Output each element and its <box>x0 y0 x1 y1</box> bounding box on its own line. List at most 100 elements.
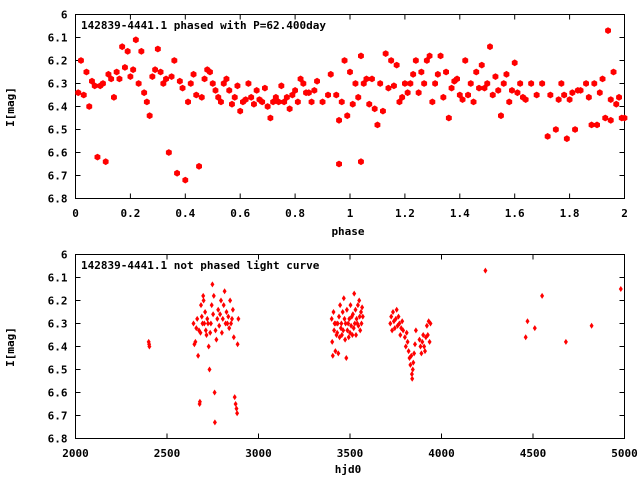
data-point <box>202 320 207 327</box>
data-point <box>509 87 515 94</box>
data-point <box>385 84 392 92</box>
data-point <box>330 352 335 359</box>
data-point <box>555 96 562 103</box>
data-point <box>342 315 347 322</box>
data-point <box>124 47 131 55</box>
data-point <box>225 320 230 327</box>
data-point <box>215 93 222 101</box>
data-point <box>523 334 528 341</box>
data-point <box>187 80 194 87</box>
data-point <box>409 352 414 359</box>
data-point <box>204 332 209 338</box>
data-point <box>522 96 529 103</box>
data-point <box>234 405 239 412</box>
data-point <box>143 98 150 106</box>
data-point <box>157 68 164 76</box>
data-point <box>236 315 241 322</box>
data-point <box>350 311 355 318</box>
data-point <box>539 80 546 87</box>
data-point <box>532 325 537 332</box>
x-tick-label: 0.8 <box>285 207 305 220</box>
data-point <box>245 80 252 87</box>
data-points <box>146 267 623 426</box>
data-point <box>203 309 208 315</box>
data-point <box>119 43 126 51</box>
phased-light-curve-panel: 142839-4441.1 phased with P=62.400day ph… <box>4 9 628 239</box>
data-point <box>208 329 213 336</box>
data-point <box>421 80 428 87</box>
data-point <box>333 91 340 99</box>
data-point <box>396 98 403 106</box>
data-point <box>179 84 186 92</box>
data-point <box>335 329 340 336</box>
data-point <box>610 68 617 76</box>
data-point <box>196 352 201 359</box>
y-tick-label: 6.2 <box>48 55 68 68</box>
y-tick-label: 6.6 <box>48 387 68 400</box>
data-point <box>206 320 210 327</box>
y-axis-label: I[mag] <box>4 87 17 127</box>
data-point <box>132 36 139 44</box>
data-point <box>222 288 227 295</box>
data-point <box>404 89 411 97</box>
data-point <box>171 57 178 64</box>
x-tick-label: 1.6 <box>505 207 525 220</box>
data-point <box>487 43 493 51</box>
data-point <box>94 153 101 161</box>
data-point <box>495 87 502 94</box>
data-point <box>394 306 399 313</box>
data-point <box>190 70 197 78</box>
data-point <box>251 100 257 108</box>
data-point <box>149 73 156 80</box>
data-point <box>208 320 213 327</box>
data-point <box>607 116 614 124</box>
data-point <box>503 70 510 78</box>
data-point <box>195 315 200 322</box>
data-point <box>219 329 224 336</box>
data-point <box>467 80 474 87</box>
data-point <box>358 327 363 334</box>
y-tick-label: 6.3 <box>48 78 68 91</box>
data-point <box>566 96 573 103</box>
data-point <box>363 75 370 83</box>
data-point <box>212 389 217 396</box>
data-point <box>311 87 318 94</box>
data-point <box>230 315 234 322</box>
data-point <box>182 176 189 184</box>
data-point <box>207 366 212 373</box>
data-point <box>426 52 433 60</box>
data-point <box>235 341 240 348</box>
data-point <box>411 359 416 366</box>
data-point <box>344 355 349 361</box>
data-point <box>419 350 424 357</box>
data-point <box>413 327 418 334</box>
data-point <box>596 89 603 97</box>
data-point <box>473 68 480 76</box>
data-point <box>402 334 407 341</box>
chart-title: 142839-4441.1 phased with P=62.400day <box>81 19 326 32</box>
data-point <box>336 160 342 168</box>
y-tick-label: 6.5 <box>48 364 68 377</box>
data-point <box>345 327 350 334</box>
data-point <box>360 80 367 87</box>
x-tick-label: 3000 <box>245 447 272 460</box>
data-point <box>78 57 84 64</box>
data-point <box>410 375 415 382</box>
data-point <box>336 350 341 357</box>
data-point <box>407 80 414 87</box>
data-point <box>403 343 408 350</box>
data-point <box>100 80 106 87</box>
data-point <box>377 80 384 87</box>
data-point <box>174 169 180 177</box>
data-point <box>558 80 565 87</box>
data-point <box>289 91 296 99</box>
data-point <box>176 77 183 85</box>
y-tick-label: 6.4 <box>48 341 68 354</box>
data-point <box>346 320 351 327</box>
data-point <box>552 126 559 133</box>
data-point <box>352 80 359 87</box>
data-point <box>278 82 285 90</box>
data-point <box>193 338 198 345</box>
data-point <box>272 93 279 101</box>
data-point <box>355 93 362 101</box>
